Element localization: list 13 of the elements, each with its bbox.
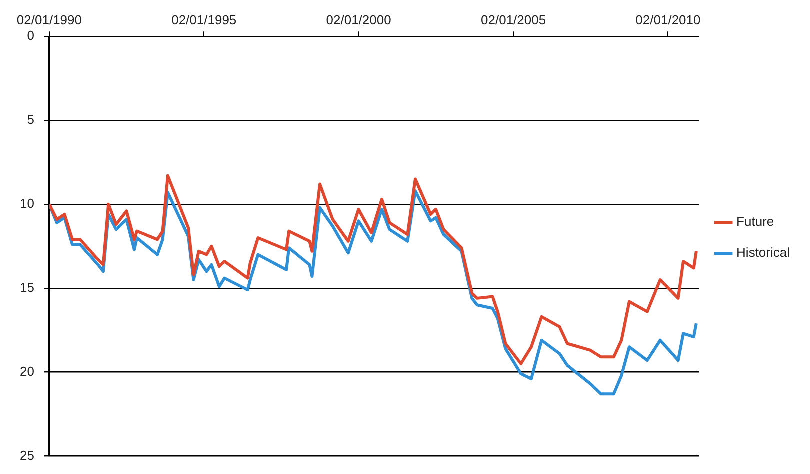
legend-label: Historical: [736, 245, 790, 260]
x-tick-label: 02/01/2005: [481, 12, 546, 28]
y-tick-label: 20: [20, 364, 34, 379]
y-tick-label: 10: [20, 196, 34, 212]
y-tick-label: 25: [20, 448, 34, 463]
x-tick-label: 02/01/1995: [172, 12, 237, 28]
y-tick-label: 0: [27, 28, 34, 44]
x-tick-label: 02/01/2000: [326, 12, 392, 28]
x-tick-label: 02/01/1990: [16, 12, 82, 28]
legend-label: Future: [736, 214, 774, 230]
x-tick-label: 02/01/2010: [636, 12, 701, 28]
y-tick-label: 5: [27, 112, 34, 128]
y-tick-label: 15: [20, 280, 34, 295]
